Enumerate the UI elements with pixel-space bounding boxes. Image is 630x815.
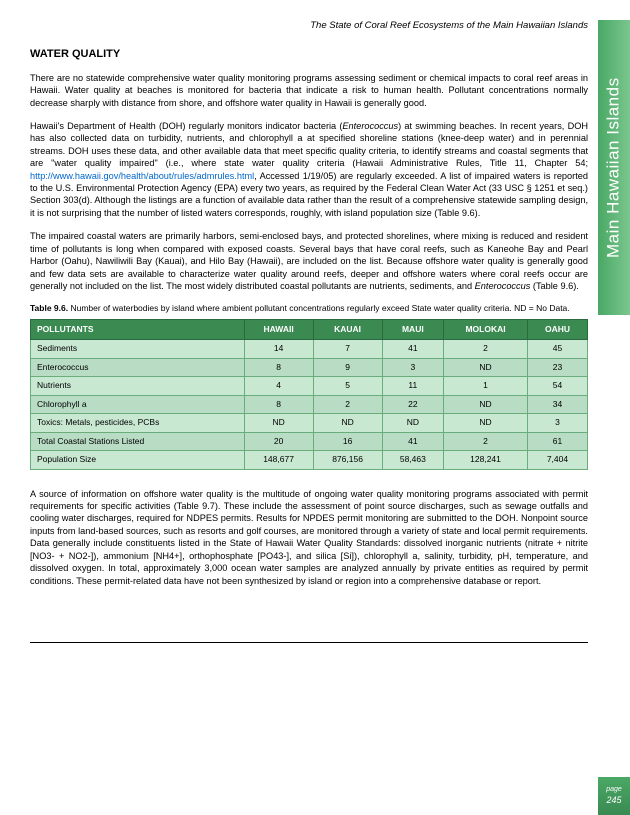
table-row: Chlorophyll a8222ND34: [31, 395, 588, 413]
table-cell: 16: [313, 432, 382, 450]
table-cell: 128,241: [444, 451, 528, 469]
table-cell: 7,404: [527, 451, 587, 469]
col-header: MAUI: [382, 319, 444, 339]
table-caption-label: Table 9.6.: [30, 303, 68, 313]
table-cell: Enterococcus: [31, 358, 245, 376]
table-cell: 41: [382, 432, 444, 450]
page-content: The State of Coral Reef Ecosystems of th…: [0, 0, 630, 663]
col-header: HAWAII: [244, 319, 313, 339]
para-2a: Hawaii's Department of Health (DOH) regu…: [30, 121, 342, 131]
table-row: Toxics: Metals, pesticides, PCBsNDNDNDND…: [31, 414, 588, 432]
col-header: MOLOKAI: [444, 319, 528, 339]
table-cell: Population Size: [31, 451, 245, 469]
table-cell: ND: [244, 414, 313, 432]
table-cell: Sediments: [31, 340, 245, 358]
table-cell: 23: [527, 358, 587, 376]
doh-rules-link[interactable]: http://www.hawaii.gov/health/about/rules…: [30, 171, 254, 181]
col-header: OAHU: [527, 319, 587, 339]
col-header: POLLUTANTS: [31, 319, 245, 339]
para-3b: Enterococcus: [475, 281, 531, 291]
footer-rule: [30, 642, 588, 643]
table-cell: 34: [527, 395, 587, 413]
table-cell: 876,156: [313, 451, 382, 469]
table-row: Total Coastal Stations Listed201641261: [31, 432, 588, 450]
table-cell: Total Coastal Stations Listed: [31, 432, 245, 450]
side-tab: Main Hawaiian Islands: [598, 20, 630, 315]
table-cell: 4: [244, 377, 313, 395]
para-3: The impaired coastal waters are primaril…: [30, 230, 588, 292]
table-cell: 41: [382, 340, 444, 358]
table-cell: Toxics: Metals, pesticides, PCBs: [31, 414, 245, 432]
pollutants-table: POLLUTANTSHAWAIIKAUAIMAUIMOLOKAIOAHU Sed…: [30, 319, 588, 470]
table-cell: 1: [444, 377, 528, 395]
running-header: The State of Coral Reef Ecosystems of th…: [30, 20, 588, 33]
table-cell: ND: [382, 414, 444, 432]
table-cell: 8: [244, 395, 313, 413]
table-cell: 3: [527, 414, 587, 432]
table-cell: 3: [382, 358, 444, 376]
table-cell: 2: [444, 432, 528, 450]
table-cell: 2: [444, 340, 528, 358]
table-cell: ND: [444, 358, 528, 376]
table-cell: Chlorophyll a: [31, 395, 245, 413]
para-1: There are no statewide comprehensive wat…: [30, 72, 588, 109]
table-cell: 54: [527, 377, 587, 395]
table-caption: Table 9.6. Number of waterbodies by isla…: [30, 303, 588, 314]
para-2: Hawaii's Department of Health (DOH) regu…: [30, 120, 588, 219]
table-cell: 20: [244, 432, 313, 450]
table-cell: 2: [313, 395, 382, 413]
table-cell: 8: [244, 358, 313, 376]
page-number: 245: [606, 795, 621, 806]
table-row: Population Size148,677876,15658,463128,2…: [31, 451, 588, 469]
table-cell: 61: [527, 432, 587, 450]
table-cell: 148,677: [244, 451, 313, 469]
table-cell: ND: [444, 414, 528, 432]
table-cell: 11: [382, 377, 444, 395]
table-cell: ND: [313, 414, 382, 432]
table-cell: 22: [382, 395, 444, 413]
table-cell: 45: [527, 340, 587, 358]
section-title: WATER QUALITY: [30, 47, 588, 62]
table-caption-text: Number of waterbodies by island where am…: [70, 303, 569, 313]
table-row: Enterococcus893ND23: [31, 358, 588, 376]
table-cell: Nutrients: [31, 377, 245, 395]
table-cell: 5: [313, 377, 382, 395]
para-2b: Enterococcus: [342, 121, 398, 131]
page-label: page: [606, 786, 622, 794]
para-4: A source of information on offshore wate…: [30, 488, 588, 587]
para-3c: (Table 9.6).: [530, 281, 579, 291]
table-cell: 14: [244, 340, 313, 358]
table-cell: 7: [313, 340, 382, 358]
table-row: Nutrients4511154: [31, 377, 588, 395]
table-cell: 58,463: [382, 451, 444, 469]
col-header: KAUAI: [313, 319, 382, 339]
table-row: Sediments14741245: [31, 340, 588, 358]
page-number-tab: page 245: [598, 777, 630, 815]
table-cell: ND: [444, 395, 528, 413]
table-cell: 9: [313, 358, 382, 376]
